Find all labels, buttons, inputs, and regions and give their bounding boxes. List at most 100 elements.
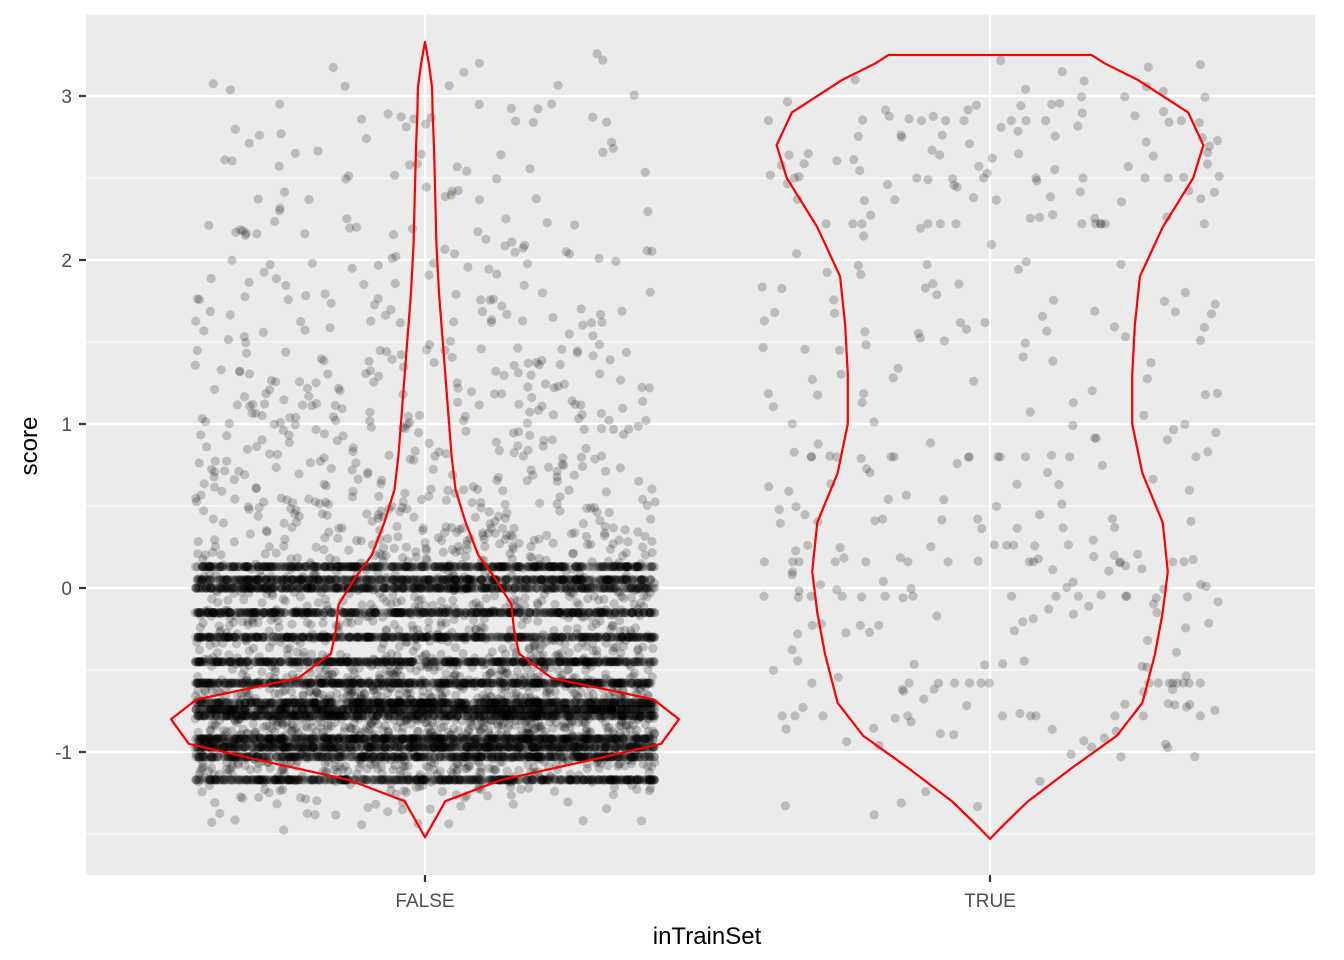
data-point: [627, 678, 637, 688]
data-point: [626, 608, 636, 618]
data-point: [548, 312, 558, 322]
data-point: [619, 678, 629, 688]
data-point: [593, 678, 603, 688]
data-point: [225, 85, 235, 95]
data-point: [549, 383, 559, 393]
data-point: [640, 734, 650, 744]
data-point: [324, 711, 334, 721]
data-point: [610, 697, 620, 707]
data-point: [313, 146, 323, 156]
data-point: [589, 704, 599, 715]
data-point: [215, 632, 225, 642]
data-point: [496, 150, 506, 160]
data-point: [367, 682, 377, 692]
data-point: [574, 414, 584, 424]
data-point: [265, 608, 275, 618]
data-point: [605, 775, 615, 785]
data-point: [298, 698, 308, 708]
data-point: [457, 585, 467, 595]
data-point: [337, 705, 347, 716]
data-point: [500, 499, 510, 510]
data-point: [463, 752, 473, 762]
data-point: [374, 754, 384, 764]
data-point: [581, 742, 592, 752]
data-point: [452, 608, 462, 618]
data-point: [191, 678, 202, 688]
data-point: [484, 608, 494, 618]
data-point: [297, 742, 307, 752]
data-point: [400, 632, 410, 642]
data-point: [370, 734, 380, 744]
data-point: [397, 734, 407, 744]
data-point: [199, 632, 209, 642]
data-point: [621, 347, 632, 357]
data-point: [274, 161, 284, 171]
data-point: [496, 678, 506, 688]
data-point: [302, 752, 312, 762]
data-point: [223, 335, 233, 345]
data-point: [526, 734, 536, 744]
data-point: [222, 431, 232, 441]
data-point: [635, 712, 645, 722]
data-point: [239, 583, 249, 593]
data-point: [456, 801, 466, 811]
data-point: [343, 734, 353, 744]
data-point: [202, 442, 212, 452]
data-point: [222, 456, 232, 466]
data-point: [499, 370, 509, 381]
data-point: [568, 549, 578, 559]
data-point: [445, 336, 455, 346]
data-point: [340, 657, 350, 667]
data-point: [582, 752, 592, 762]
data-point: [404, 698, 414, 708]
data-point: [578, 320, 588, 330]
data-point: [608, 790, 619, 800]
data-point: [438, 547, 448, 557]
data-point: [433, 678, 443, 688]
data-point: [342, 562, 353, 572]
data-point: [479, 738, 490, 749]
data-point: [525, 752, 535, 762]
data-point: [257, 667, 267, 677]
data-point: [624, 734, 634, 744]
data-point: [439, 734, 449, 744]
data-point: [217, 583, 228, 593]
data-point: [471, 756, 481, 766]
data-point: [362, 698, 372, 708]
data-point: [536, 721, 546, 732]
data-point: [235, 575, 245, 585]
major-gridlines: [86, 14, 1315, 875]
data-point: [395, 742, 405, 752]
data-point: [194, 734, 204, 744]
data-point: [466, 387, 477, 397]
data-point: [258, 608, 268, 618]
data-point: [249, 612, 259, 622]
data-point: [220, 155, 230, 165]
data-point: [476, 762, 486, 773]
data-point: [487, 657, 497, 667]
data-point: [272, 704, 282, 715]
data-point: [507, 575, 517, 585]
data-point: [564, 775, 575, 785]
data-point: [234, 366, 245, 376]
data-point: [574, 657, 584, 667]
data-point: [448, 752, 458, 762]
data-point: [446, 775, 456, 785]
data-point: [536, 562, 546, 572]
data-point: [428, 698, 438, 708]
data-point: [258, 327, 268, 337]
data-point: [525, 562, 536, 572]
data-point: [399, 562, 409, 572]
data-point: [453, 704, 463, 715]
data-point: [252, 698, 262, 708]
data-point: [457, 775, 467, 785]
data-point: [356, 583, 366, 593]
data-point: [468, 482, 478, 492]
data-point: [239, 657, 249, 667]
data-point: [433, 575, 443, 585]
data-point: [584, 704, 595, 715]
data-point: [472, 608, 482, 618]
data-point: [269, 775, 279, 785]
data-point: [522, 418, 533, 428]
data-point: [354, 657, 364, 667]
